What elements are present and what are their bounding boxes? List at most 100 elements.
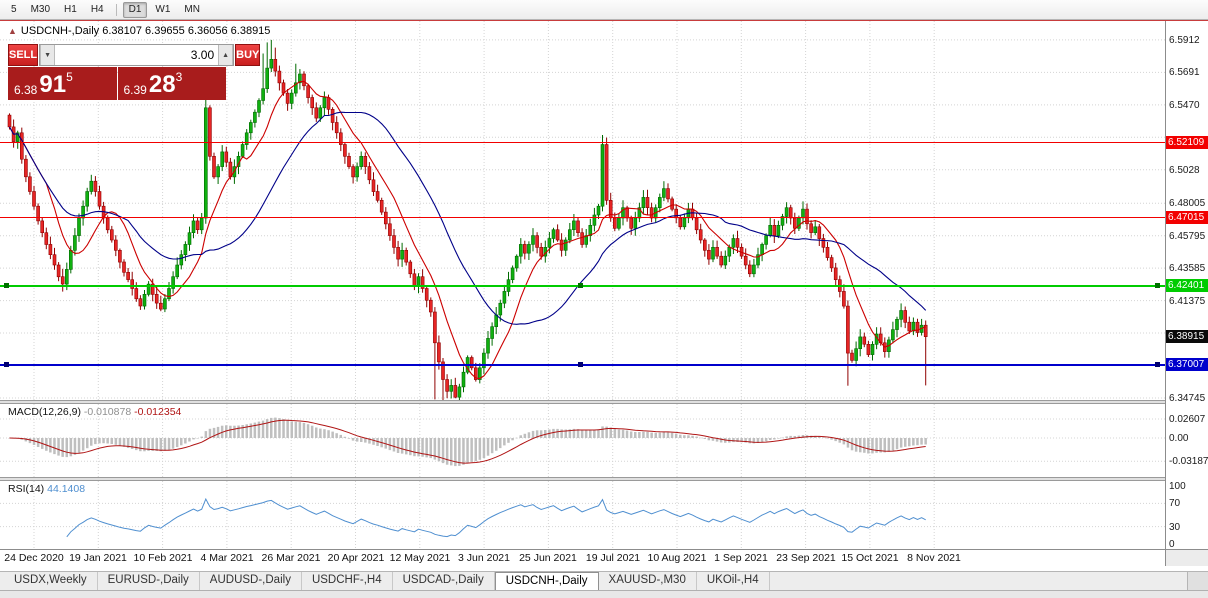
macd-indicator-pane[interactable] <box>0 404 1165 477</box>
candle <box>780 213 785 231</box>
tab-usdcnh-daily[interactable]: USDCNH-,Daily <box>494 572 599 590</box>
candle <box>899 303 903 328</box>
candle <box>97 185 102 210</box>
tab-xauusd-m30[interactable]: XAUUSD-,M30 <box>599 572 697 590</box>
tab-eurusd-daily[interactable]: EURUSD-,Daily <box>98 572 200 590</box>
candle <box>698 223 703 244</box>
candle <box>604 137 609 205</box>
candle <box>473 362 478 382</box>
price-axis[interactable]: 6.5912 6.5691 6.5470 6.5028 6.48005 6.45795 6.… <box>1165 21 1208 550</box>
rsi-line <box>66 497 926 538</box>
current-price-tag: 6.38915 <box>1166 330 1208 343</box>
collapse-panel-icon[interactable]: ▲ <box>8 26 17 36</box>
candle <box>269 39 274 72</box>
candle <box>821 233 826 253</box>
rsi-axis-label: 100 <box>1169 481 1186 492</box>
tab-ukoil-h4[interactable]: UKOil-,H4 <box>697 572 770 590</box>
candle <box>482 348 486 375</box>
candle <box>81 200 85 226</box>
candle <box>310 94 315 115</box>
candle <box>887 336 891 358</box>
volume-increase-button[interactable]: ▲ <box>218 45 234 65</box>
tab-usdx-weekly[interactable]: USDX,Weekly <box>4 572 98 590</box>
candle <box>649 202 654 223</box>
candle <box>518 238 523 264</box>
volume-decrease-button[interactable]: ▼ <box>40 45 56 65</box>
sell-price-display[interactable]: 6.38 91 5 <box>8 67 117 100</box>
period-button-mn[interactable]: MN <box>184 3 200 15</box>
price-axis-label: 6.48005 <box>1169 198 1206 209</box>
candle <box>752 258 756 278</box>
period-button-5[interactable]: 5 <box>11 3 17 15</box>
candle <box>792 212 797 234</box>
volume-control: ▼ ▲ <box>39 44 235 66</box>
line-handle[interactable] <box>578 362 583 368</box>
line-handle[interactable] <box>4 362 9 368</box>
candle <box>477 363 482 384</box>
candle <box>445 374 449 399</box>
buy-price-display[interactable]: 6.39 28 3 <box>117 67 226 100</box>
candle <box>330 107 335 131</box>
candle <box>747 260 752 278</box>
period-button-h1[interactable]: H1 <box>64 3 77 15</box>
candle <box>858 329 863 357</box>
candle <box>866 340 871 357</box>
date-axis-label: 24 Dec 2020 <box>4 552 64 564</box>
candle <box>903 306 908 329</box>
candle <box>502 284 507 309</box>
candle <box>739 243 744 259</box>
candle <box>743 248 748 270</box>
candle <box>621 200 625 226</box>
line-handle[interactable] <box>578 283 583 288</box>
candle <box>334 116 339 139</box>
sell-price-pips: 91 <box>39 71 67 99</box>
line-handle[interactable] <box>1155 283 1160 288</box>
pane-splitter[interactable] <box>0 400 1208 404</box>
tab-usdchf-h4[interactable]: USDCHF-,H4 <box>302 572 393 590</box>
date-axis-label: 3 Jun 2021 <box>458 552 510 564</box>
candle <box>101 201 106 224</box>
candle <box>171 271 175 294</box>
ma-fast-line <box>9 80 926 380</box>
candle <box>408 259 413 278</box>
candle <box>433 307 437 400</box>
sell-button[interactable]: SELL <box>8 44 39 66</box>
period-button-m30[interactable]: M30 <box>30 3 51 15</box>
volume-input[interactable] <box>55 45 219 65</box>
horizontal-line-6.47015[interactable] <box>0 217 1165 219</box>
candle <box>911 317 916 336</box>
candle <box>367 162 372 185</box>
candle <box>126 268 130 283</box>
period-button-w1[interactable]: W1 <box>155 3 171 15</box>
line-handle[interactable] <box>4 283 9 288</box>
candle <box>760 242 764 262</box>
candle <box>788 204 793 225</box>
candle <box>293 63 298 97</box>
candle <box>817 224 822 246</box>
candle <box>825 242 830 261</box>
line-handle[interactable] <box>1155 362 1160 368</box>
period-button-d1[interactable]: D1 <box>122 1 148 18</box>
buy-price-prefix: 6.39 <box>123 82 147 97</box>
candle <box>73 228 77 256</box>
candle <box>265 42 270 93</box>
candle <box>670 196 674 212</box>
candle <box>784 202 789 224</box>
candle <box>584 229 589 248</box>
time-axis[interactable]: 24 Dec 2020 19 Jan 2021 10 Feb 2021 4 Mar 2… <box>0 549 1208 566</box>
date-axis-label: 23 Sep 2021 <box>776 552 836 564</box>
candle <box>175 257 179 280</box>
tab-usdcad-daily[interactable]: USDCAD-,Daily <box>393 572 495 590</box>
candle <box>163 294 167 313</box>
period-button-h4[interactable]: H4 <box>90 3 104 15</box>
candle <box>846 300 850 386</box>
candle <box>919 318 924 336</box>
buy-button[interactable]: BUY <box>235 44 261 66</box>
horizontal-line-6.52109[interactable] <box>0 142 1165 144</box>
tab-audusd-daily[interactable]: AUDUSD-,Daily <box>200 572 302 590</box>
candle <box>837 275 842 298</box>
rsi-indicator-pane[interactable] <box>0 481 1165 549</box>
candle <box>461 366 466 393</box>
pane-splitter[interactable] <box>0 477 1208 481</box>
